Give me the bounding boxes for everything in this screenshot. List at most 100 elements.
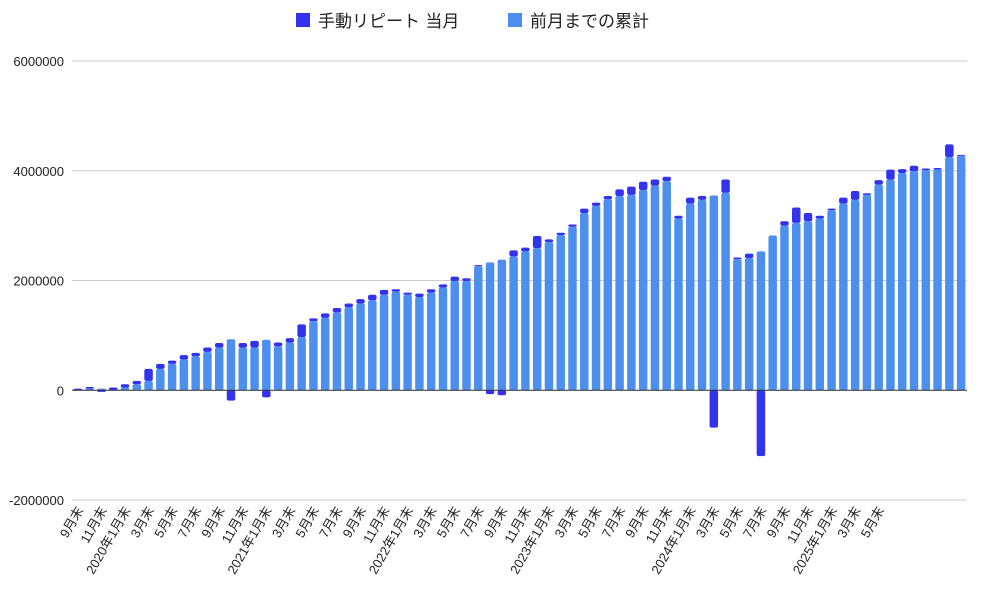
bar-cumulative: [662, 181, 671, 391]
bar-monthly: [379, 289, 389, 295]
bar-cumulative: [638, 189, 648, 391]
bar-monthly: [580, 208, 589, 214]
bar-monthly: [226, 390, 236, 401]
bar-cumulative: [839, 203, 848, 391]
bar-cumulative: [203, 351, 212, 391]
bar-cumulative: [238, 347, 247, 391]
bar-monthly: [945, 144, 954, 158]
bar-monthly: [556, 232, 565, 235]
y-tick-label: 6000000: [13, 54, 64, 69]
bar-monthly: [462, 278, 471, 282]
bar-monthly: [167, 360, 177, 364]
bar-monthly: [497, 390, 507, 396]
bar-cumulative: [144, 380, 153, 391]
bar-monthly: [721, 179, 730, 193]
bar-cumulative: [403, 294, 412, 391]
bar-monthly: [120, 384, 130, 388]
bar-cumulative: [368, 300, 377, 391]
bar-monthly: [827, 208, 836, 211]
bar-monthly: [426, 289, 436, 293]
bar-cumulative: [415, 296, 424, 391]
bar-monthly: [591, 202, 601, 206]
bar-cumulative: [250, 347, 259, 391]
bar-monthly: [839, 197, 848, 204]
bar-monthly: [921, 168, 931, 171]
bar-cumulative: [674, 218, 683, 391]
bar-cumulative: [650, 185, 660, 391]
bar-cumulative: [580, 213, 589, 391]
bar-monthly: [273, 342, 283, 347]
bar-monthly: [886, 169, 895, 180]
bar-monthly: [627, 186, 636, 195]
bar-monthly: [250, 340, 259, 348]
bar-cumulative: [744, 258, 754, 391]
bars: [73, 144, 966, 457]
bar-monthly: [368, 294, 377, 301]
bar-cumulative: [120, 387, 130, 391]
bar-cumulative: [792, 222, 801, 391]
bar-monthly: [85, 386, 94, 389]
bar-cumulative: [391, 291, 401, 391]
bar-cumulative: [780, 225, 789, 391]
legend-label-cumulative: 前月までの累計: [530, 12, 649, 32]
bar-cumulative: [320, 317, 330, 391]
bar-monthly: [285, 338, 295, 343]
bar-monthly: [780, 221, 789, 226]
bar-monthly: [344, 303, 353, 308]
bar-monthly: [238, 343, 247, 348]
bar-cumulative: [156, 368, 165, 391]
bar-monthly: [309, 318, 318, 322]
legend-label-monthly: 手動リピート 当月: [318, 12, 459, 32]
bar-cumulative: [591, 205, 601, 391]
bar-monthly: [956, 154, 966, 156]
bar-monthly: [179, 355, 189, 360]
bar-monthly: [815, 215, 825, 219]
bar-monthly: [521, 247, 530, 252]
bar-monthly: [744, 253, 754, 259]
bar-cumulative: [532, 248, 542, 391]
bar-monthly: [909, 165, 919, 172]
bar-cumulative: [179, 359, 189, 391]
bar-cumulative: [379, 294, 389, 391]
bar-monthly: [403, 292, 412, 295]
bar-cumulative: [309, 321, 318, 391]
bar-monthly: [733, 257, 742, 260]
bar-cumulative: [945, 157, 954, 391]
bar-monthly: [191, 352, 200, 357]
bar-monthly: [509, 250, 518, 257]
bar-monthly: [356, 299, 365, 304]
bar-monthly: [568, 224, 577, 227]
bar-cumulative: [897, 172, 907, 391]
y-tick-label: 0: [57, 383, 64, 398]
y-axis-labels: -2000000 0 2000000 4000000 6000000: [9, 54, 64, 508]
bar-monthly: [438, 284, 448, 288]
bar-cumulative: [262, 339, 271, 391]
bar-cumulative: [226, 339, 236, 391]
bar-monthly: [108, 387, 118, 391]
bar-monthly: [132, 380, 142, 385]
bar-monthly: [203, 347, 212, 352]
legend-swatch-monthly: [296, 13, 310, 27]
legend: 手動リピート 当月 前月までの累計: [296, 12, 649, 32]
bar-monthly: [450, 276, 459, 282]
bar-cumulative: [462, 281, 471, 391]
x-axis-labels: 9月末11月末2020年1月末3月末5月末7月末9月末11月末2021年1月末3…: [57, 504, 887, 577]
bar-monthly: [485, 390, 495, 395]
bar-cumulative: [627, 194, 636, 391]
bar-monthly: [697, 195, 707, 200]
bar-cumulative: [603, 199, 613, 391]
bar-cumulative: [886, 179, 895, 391]
bar-cumulative: [709, 195, 719, 391]
bar-monthly: [638, 181, 648, 190]
bar-cumulative: [615, 195, 624, 391]
bar-monthly: [544, 239, 554, 243]
bar-monthly: [156, 363, 165, 369]
bar-monthly: [650, 179, 660, 186]
bar-monthly: [214, 343, 224, 348]
bar-monthly: [803, 213, 813, 222]
bar-monthly: [897, 169, 907, 173]
bar-monthly: [850, 191, 860, 200]
bar-cumulative: [556, 234, 565, 391]
bar-monthly: [756, 390, 766, 457]
